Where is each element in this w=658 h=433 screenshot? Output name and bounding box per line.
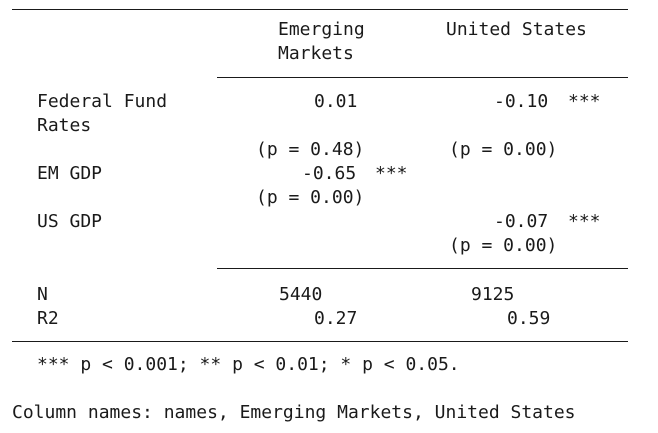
stat-em-n: 5440 (279, 284, 323, 305)
column-names-caption: Column names: names, Emerging Markets, U… (12, 402, 576, 423)
em-stars-em-gdp: *** (375, 163, 408, 184)
us-stars-us-gdp: *** (568, 211, 601, 232)
significance-footnote: *** p < 0.001; ** p < 0.01; * p < 0.05. (37, 354, 460, 375)
row-label-em-gdp: EM GDP (37, 163, 103, 184)
row-label-us-gdp: US GDP (37, 211, 103, 232)
em-coef-federal-fund: 0.01 (314, 91, 358, 112)
stat-em-r2: 0.27 (314, 308, 358, 329)
stats-separator-rule (217, 268, 628, 269)
row-label-federal-fund-line2: Rates (37, 115, 92, 136)
us-coef-us-gdp: -0.07 (494, 211, 549, 232)
us-stars-federal-fund: *** (568, 91, 601, 112)
us-pvalue-us-gdp: (p = 0.00) (449, 235, 558, 256)
row-label-federal-fund-line1: Federal Fund (37, 91, 168, 112)
table-bottom-rule (12, 341, 628, 342)
us-pvalue-federal-fund: (p = 0.00) (449, 139, 558, 160)
header-emerging-markets-line1: Emerging (278, 19, 365, 40)
stat-label-n: N (37, 284, 48, 305)
table-top-rule (12, 9, 628, 10)
header-united-states: United States (446, 19, 587, 40)
us-coef-federal-fund: -0.10 (494, 91, 549, 112)
stat-label-r2: R2 (37, 308, 59, 329)
header-underline-rule (217, 77, 628, 78)
em-coef-em-gdp: -0.65 (302, 163, 357, 184)
em-pvalue-federal-fund: (p = 0.48) (256, 139, 365, 160)
em-pvalue-em-gdp: (p = 0.00) (256, 187, 365, 208)
header-emerging-markets-line2: Markets (278, 43, 354, 64)
stat-us-n: 9125 (471, 284, 515, 305)
stat-us-r2: 0.59 (507, 308, 551, 329)
